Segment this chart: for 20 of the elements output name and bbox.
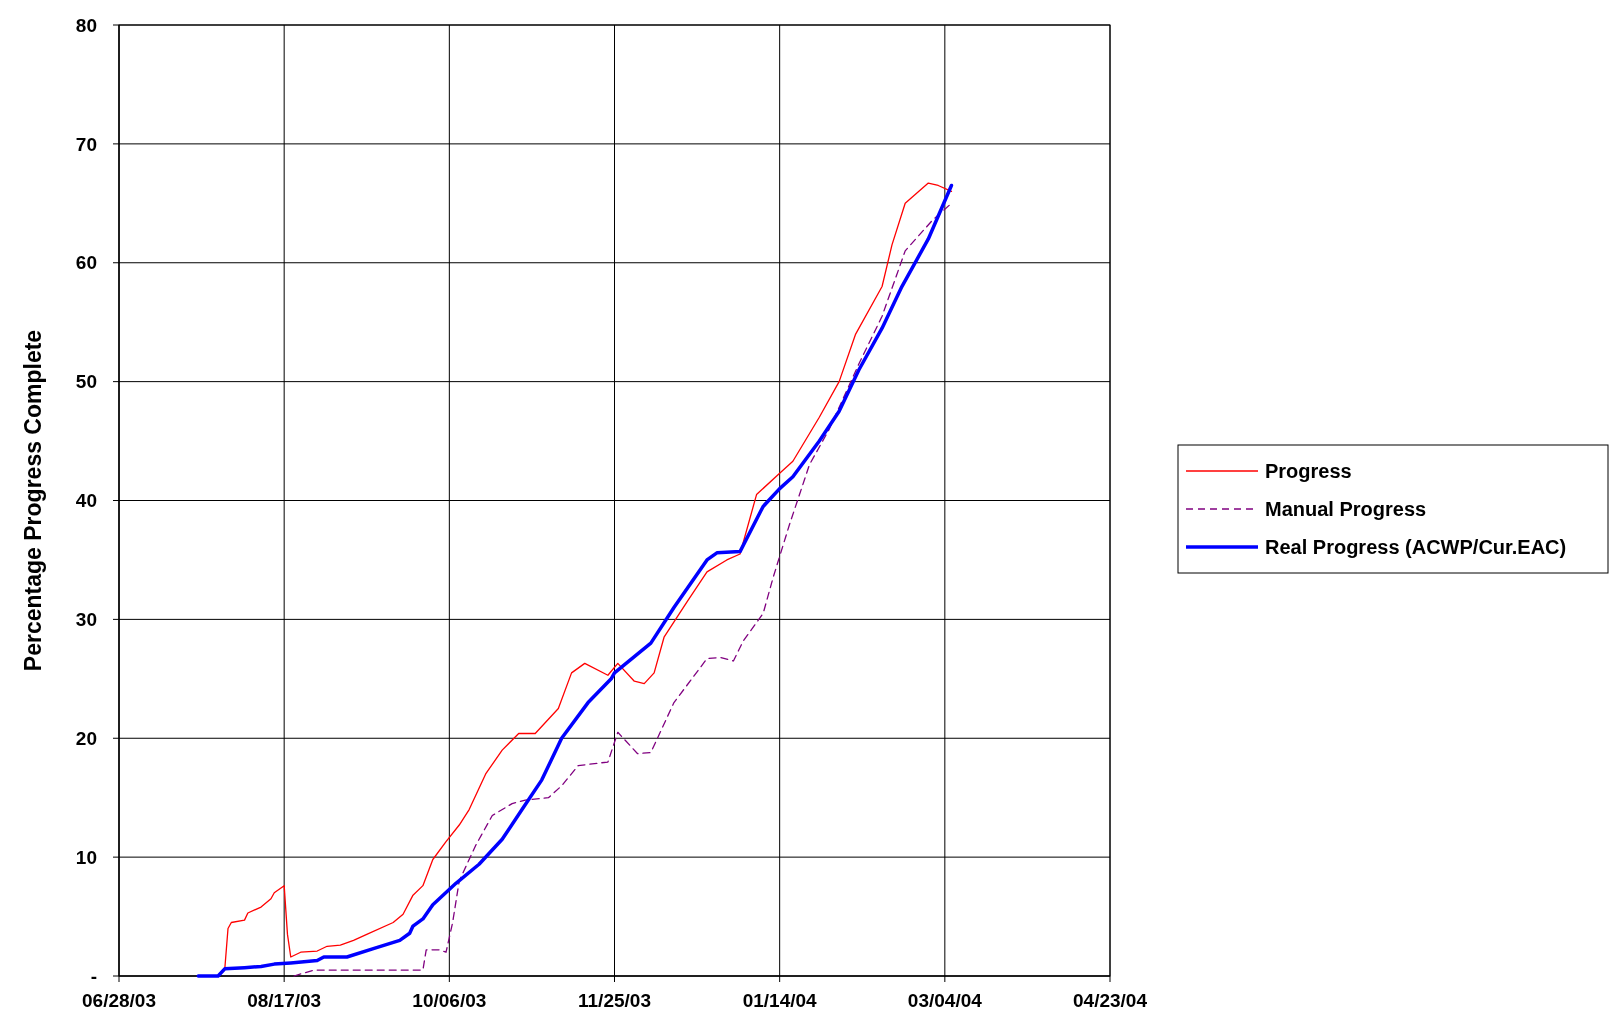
x-tick-label: 11/25/03 <box>578 990 651 1011</box>
x-tick-label: 10/06/03 <box>412 990 487 1011</box>
legend-label: Progress <box>1265 460 1352 482</box>
y-tick-label: 60 <box>75 252 97 274</box>
legend-label: Manual Progress <box>1265 498 1427 520</box>
y-tick-label: 10 <box>75 846 97 868</box>
x-tick-label: 03/04/04 <box>907 990 983 1011</box>
y-tick-label: - <box>90 965 97 987</box>
legend-label: Real Progress (ACWP/Cur.EAC) <box>1265 536 1567 558</box>
x-tick-label: 06/28/03 <box>82 990 156 1011</box>
y-tick-label: 50 <box>75 371 97 393</box>
y-tick-label: 40 <box>75 490 97 512</box>
x-tick-label: 04/23/04 <box>1073 990 1148 1011</box>
y-axis-title: Percentage Progress Complete <box>20 329 46 672</box>
x-tick-label: 08/17/03 <box>247 990 322 1011</box>
x-tick-label: 01/14/04 <box>742 990 818 1011</box>
y-tick-label: 70 <box>75 133 97 155</box>
y-tick-label: 20 <box>75 727 97 749</box>
y-tick-label: 80 <box>75 14 97 36</box>
y-tick-label: 30 <box>75 609 97 631</box>
